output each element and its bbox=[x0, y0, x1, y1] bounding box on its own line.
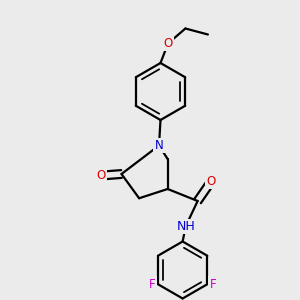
Text: F: F bbox=[149, 278, 156, 291]
Text: O: O bbox=[206, 175, 216, 188]
Text: NH: NH bbox=[176, 220, 195, 233]
Text: O: O bbox=[96, 169, 105, 182]
Text: F: F bbox=[209, 278, 216, 291]
Text: N: N bbox=[154, 139, 164, 152]
Text: O: O bbox=[164, 37, 172, 50]
